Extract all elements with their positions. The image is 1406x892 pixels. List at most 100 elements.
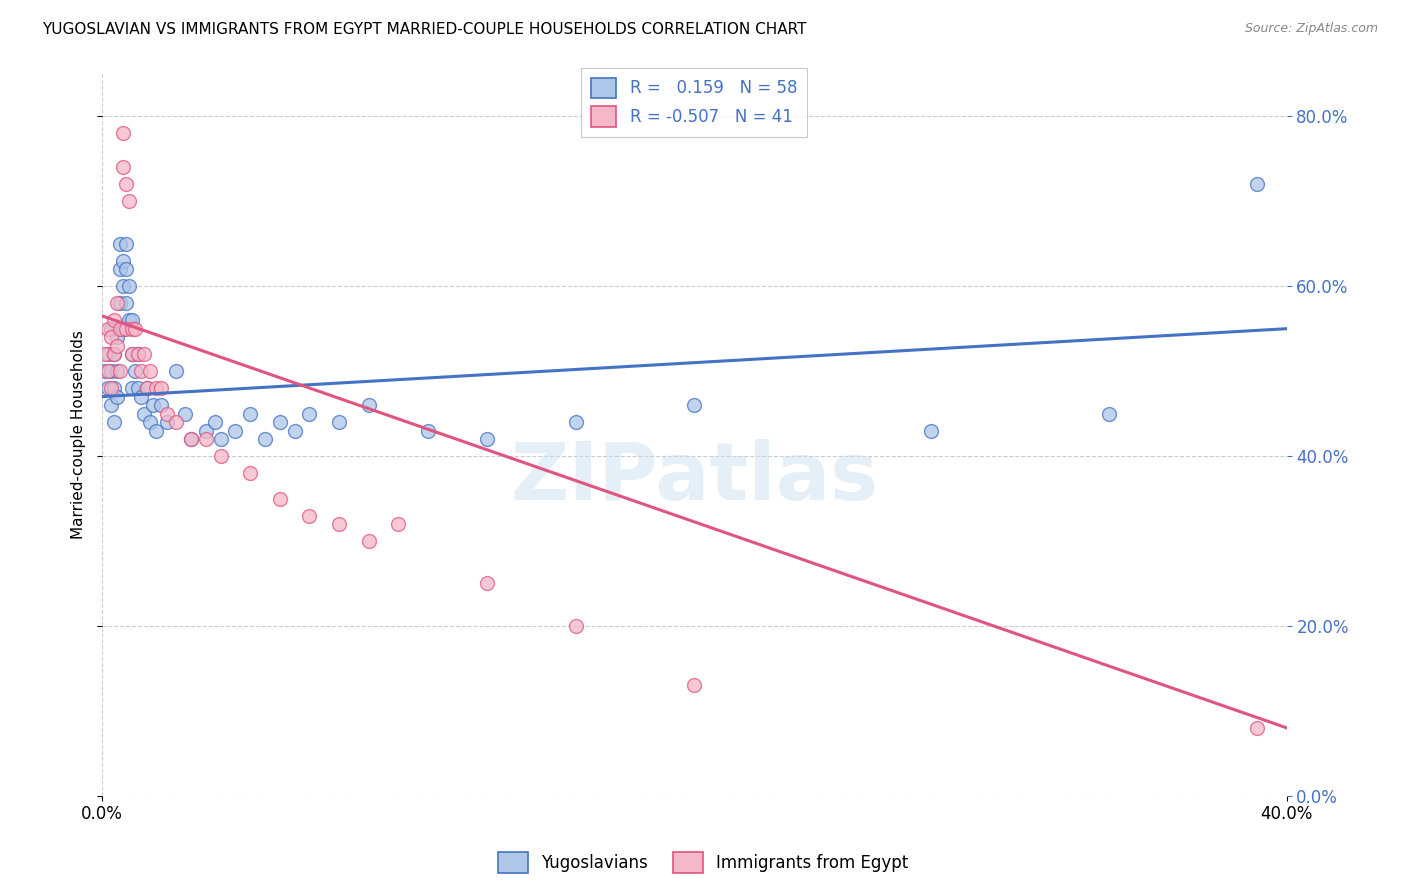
- Point: [100, 330, 122, 344]
- Point: [103, 347, 125, 361]
- Point: [416, 424, 439, 438]
- Point: [105, 339, 128, 353]
- Point: [180, 432, 202, 446]
- Point: [138, 415, 160, 429]
- Legend: R =   0.159   N = 58, R = -0.507   N = 41: R = 0.159 N = 58, R = -0.507 N = 41: [582, 68, 807, 136]
- Point: [475, 432, 498, 446]
- Point: [150, 381, 173, 395]
- Point: [357, 398, 380, 412]
- Point: [920, 424, 942, 438]
- Point: [111, 321, 134, 335]
- Point: [180, 432, 202, 446]
- Point: [100, 321, 122, 335]
- Point: [387, 516, 409, 531]
- Point: [111, 161, 134, 175]
- Point: [94, 347, 117, 361]
- Point: [103, 381, 125, 395]
- Point: [224, 424, 246, 438]
- Point: [132, 407, 155, 421]
- Point: [105, 390, 128, 404]
- Point: [97, 381, 120, 395]
- Point: [111, 253, 134, 268]
- Point: [1246, 721, 1268, 735]
- Point: [100, 381, 122, 395]
- Point: [105, 364, 128, 378]
- Point: [565, 415, 588, 429]
- Point: [269, 415, 291, 429]
- Point: [174, 407, 197, 421]
- Point: [298, 508, 321, 523]
- Point: [135, 381, 157, 395]
- Point: [194, 424, 217, 438]
- Point: [298, 407, 321, 421]
- Point: [165, 415, 187, 429]
- Point: [118, 313, 141, 327]
- Point: [127, 381, 149, 395]
- Point: [357, 533, 380, 548]
- Point: [105, 296, 128, 310]
- Point: [121, 321, 143, 335]
- Point: [121, 347, 143, 361]
- Point: [124, 321, 146, 335]
- Point: [111, 279, 134, 293]
- Point: [239, 466, 262, 480]
- Point: [103, 347, 125, 361]
- Point: [683, 678, 706, 692]
- Y-axis label: Married-couple Households: Married-couple Households: [72, 330, 86, 540]
- Point: [111, 127, 134, 141]
- Point: [124, 364, 146, 378]
- Point: [194, 432, 217, 446]
- Point: [209, 449, 232, 463]
- Point: [135, 381, 157, 395]
- Point: [565, 619, 588, 633]
- Point: [204, 415, 226, 429]
- Point: [121, 347, 143, 361]
- Text: Source: ZipAtlas.com: Source: ZipAtlas.com: [1244, 22, 1378, 36]
- Point: [108, 296, 131, 310]
- Point: [115, 321, 138, 335]
- Point: [103, 313, 125, 327]
- Point: [115, 178, 138, 192]
- Point: [118, 194, 141, 209]
- Point: [145, 424, 167, 438]
- Text: YUGOSLAVIAN VS IMMIGRANTS FROM EGYPT MARRIED-COUPLE HOUSEHOLDS CORRELATION CHART: YUGOSLAVIAN VS IMMIGRANTS FROM EGYPT MAR…: [42, 22, 807, 37]
- Point: [129, 364, 152, 378]
- Point: [100, 398, 122, 412]
- Point: [254, 432, 277, 446]
- Point: [103, 415, 125, 429]
- Point: [121, 313, 143, 327]
- Point: [683, 398, 706, 412]
- Point: [108, 321, 131, 335]
- Point: [97, 321, 120, 335]
- Point: [115, 262, 138, 277]
- Legend: Yugoslavians, Immigrants from Egypt: Yugoslavians, Immigrants from Egypt: [491, 846, 915, 880]
- Point: [132, 347, 155, 361]
- Point: [105, 330, 128, 344]
- Point: [165, 364, 187, 378]
- Point: [108, 364, 131, 378]
- Point: [100, 364, 122, 378]
- Point: [239, 407, 262, 421]
- Point: [127, 347, 149, 361]
- Point: [209, 432, 232, 446]
- Point: [115, 296, 138, 310]
- Point: [118, 279, 141, 293]
- Point: [328, 415, 350, 429]
- Point: [141, 398, 163, 412]
- Point: [97, 364, 120, 378]
- Point: [115, 236, 138, 251]
- Point: [94, 364, 117, 378]
- Point: [108, 236, 131, 251]
- Point: [475, 576, 498, 591]
- Point: [150, 398, 173, 412]
- Point: [121, 381, 143, 395]
- Point: [1098, 407, 1121, 421]
- Point: [284, 424, 307, 438]
- Point: [156, 407, 179, 421]
- Text: ZIPatlas: ZIPatlas: [510, 439, 879, 517]
- Point: [328, 516, 350, 531]
- Point: [1246, 178, 1268, 192]
- Point: [138, 364, 160, 378]
- Point: [129, 390, 152, 404]
- Point: [127, 347, 149, 361]
